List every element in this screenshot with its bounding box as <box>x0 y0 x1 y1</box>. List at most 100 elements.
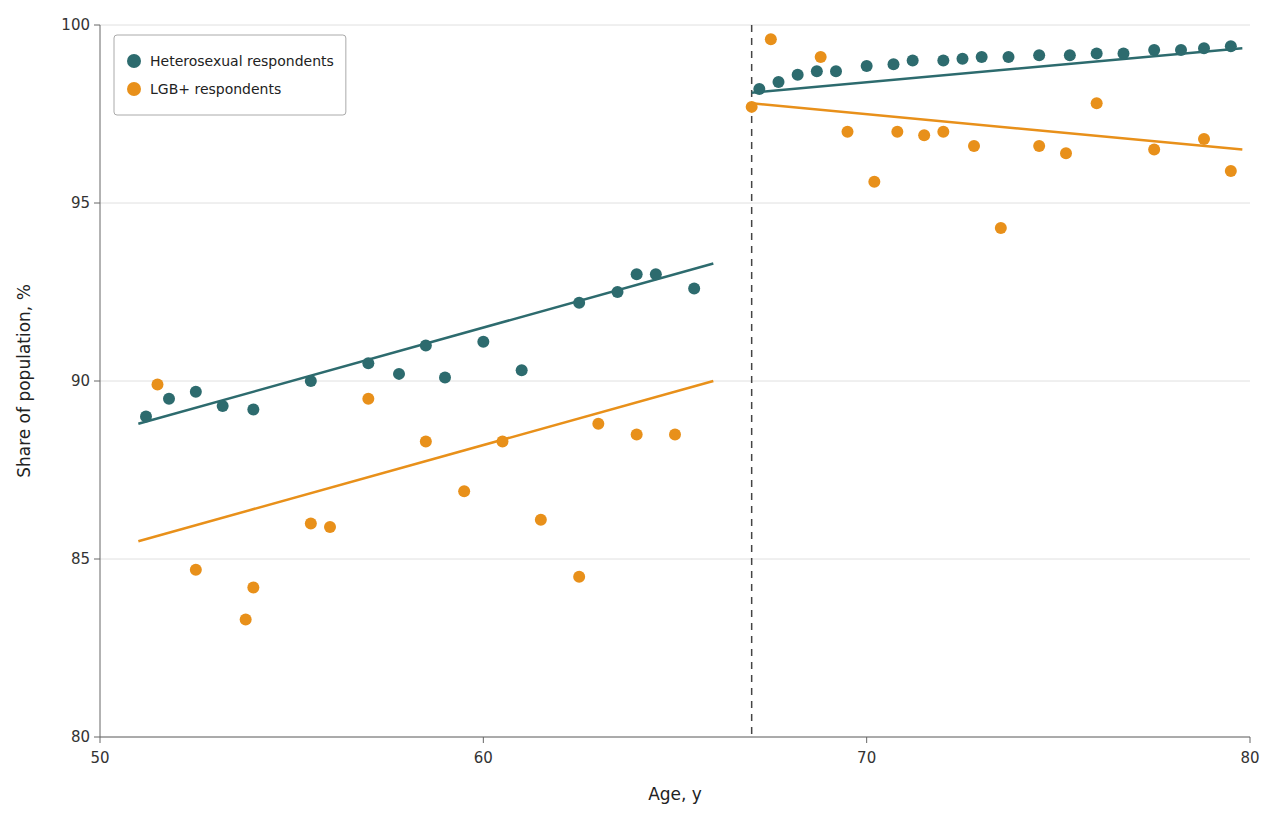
point <box>612 286 624 298</box>
point <box>163 393 175 405</box>
y-tick <box>94 737 100 738</box>
y-tick-label: 95 <box>71 194 90 212</box>
point <box>497 436 509 448</box>
point <box>976 51 988 63</box>
point <box>420 436 432 448</box>
point <box>957 53 969 65</box>
y-axis-label: Share of population, % <box>14 284 34 478</box>
point <box>439 371 451 383</box>
point <box>1148 144 1160 156</box>
reference-line <box>751 25 753 737</box>
point <box>573 297 585 309</box>
point <box>888 58 900 70</box>
point <box>753 83 765 95</box>
legend-label: Heterosexual respondents <box>150 53 334 69</box>
point <box>1091 97 1103 109</box>
point <box>1148 44 1160 56</box>
point <box>247 403 259 415</box>
point <box>891 126 903 138</box>
point <box>535 514 547 526</box>
axes: 5060708080859095100 <box>61 16 1259 767</box>
point <box>247 581 259 593</box>
point <box>868 176 880 188</box>
point <box>1064 49 1076 61</box>
point <box>1033 140 1045 152</box>
point <box>811 65 823 77</box>
point <box>1118 47 1130 59</box>
point <box>631 268 643 280</box>
point <box>830 65 842 77</box>
y-tick <box>94 203 100 204</box>
legend-box <box>114 35 346 115</box>
point <box>937 55 949 67</box>
grid-line <box>100 203 1250 204</box>
y-tick-label: 100 <box>61 16 90 34</box>
trend-line <box>752 103 1243 149</box>
point <box>918 129 930 141</box>
point <box>1091 47 1103 59</box>
y-tick <box>94 559 100 560</box>
point <box>190 386 202 398</box>
point <box>631 428 643 440</box>
point <box>592 418 604 430</box>
x-tick <box>1250 737 1251 743</box>
grid-line <box>100 737 1250 738</box>
x-axis-line <box>100 737 1250 738</box>
legend-swatch <box>127 82 141 96</box>
point <box>217 400 229 412</box>
point <box>1198 42 1210 54</box>
x-tick-label: 60 <box>474 749 493 767</box>
point <box>324 521 336 533</box>
point <box>1225 165 1237 177</box>
y-tick-label: 85 <box>71 550 90 568</box>
point <box>1225 40 1237 52</box>
grid <box>100 25 1250 737</box>
plot-area <box>138 25 1242 737</box>
point <box>842 126 854 138</box>
point <box>305 517 317 529</box>
point <box>1060 147 1072 159</box>
point <box>815 51 827 63</box>
trend-lines <box>138 48 1242 541</box>
x-tick-label: 50 <box>90 749 109 767</box>
point <box>393 368 405 380</box>
point <box>995 222 1007 234</box>
point <box>861 60 873 72</box>
point <box>152 379 164 391</box>
point <box>746 101 758 113</box>
x-tick <box>866 737 867 743</box>
point <box>688 282 700 294</box>
point <box>190 564 202 576</box>
legend: Heterosexual respondentsLGB+ respondents <box>114 35 346 115</box>
point <box>458 485 470 497</box>
point <box>1033 49 1045 61</box>
point <box>669 428 681 440</box>
point <box>968 140 980 152</box>
trend-line <box>752 48 1243 93</box>
grid-line <box>100 25 1250 26</box>
point <box>477 336 489 348</box>
x-tick <box>483 737 484 743</box>
grid-line <box>100 381 1250 382</box>
x-axis-label: Age, y <box>648 784 702 804</box>
point <box>140 411 152 423</box>
point <box>937 126 949 138</box>
point <box>516 364 528 376</box>
y-tick-label: 90 <box>71 372 90 390</box>
point <box>1175 44 1187 56</box>
point <box>907 55 919 67</box>
point <box>765 33 777 45</box>
trend-line <box>138 264 713 424</box>
point <box>1198 133 1210 145</box>
y-tick <box>94 381 100 382</box>
point <box>650 268 662 280</box>
point <box>362 357 374 369</box>
point <box>240 614 252 626</box>
point <box>305 375 317 387</box>
point <box>573 571 585 583</box>
points <box>140 33 1237 625</box>
point <box>1003 51 1015 63</box>
point <box>420 339 432 351</box>
trend-line <box>138 381 713 541</box>
x-tick-label: 70 <box>857 749 876 767</box>
